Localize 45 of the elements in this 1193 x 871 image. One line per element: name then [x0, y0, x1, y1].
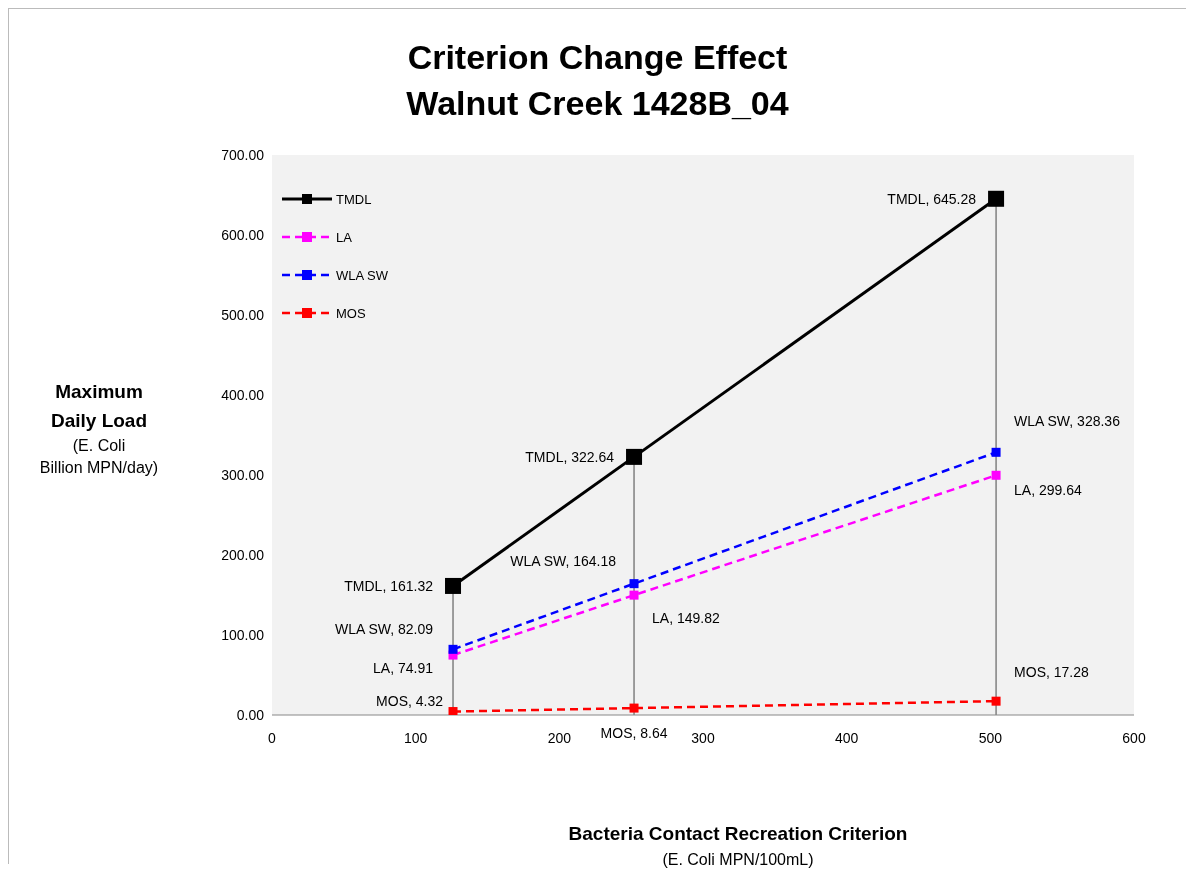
y-tick-label: 700.00: [221, 146, 265, 163]
point: [448, 707, 458, 715]
chart-title: Criterion Change Effect Walnut Creek 1428B_04: [405, 37, 790, 124]
point: [448, 644, 458, 654]
point: [629, 579, 639, 589]
data-label: MOS, 17.28: [1014, 664, 1089, 681]
y-tick-label: 400.00: [221, 386, 265, 403]
x-tick-label: 300: [691, 729, 715, 746]
y-axis-title: Maximum Daily Load (E. Coli Billion MPN/day): [38, 380, 160, 478]
x-tick-label: 500: [978, 729, 1003, 746]
point: [988, 190, 1005, 207]
data-label: WLA SW, 82.09: [334, 621, 434, 638]
data-label: MOS, 4.32: [376, 692, 444, 709]
y-tick-label: 300.00: [221, 466, 265, 483]
point: [991, 447, 1001, 457]
legend-label: LA: [336, 229, 352, 245]
data-label: LA, 74.91: [373, 660, 434, 677]
x-axis-title: Bacteria Contact Recreation Criterion (E. Coli MPN/100mL): [567, 822, 909, 870]
point: [626, 448, 643, 465]
data-label: TMDL, 322.64: [525, 448, 615, 465]
legend-label: MOS: [336, 305, 366, 321]
y-tick-label: 100.00: [221, 626, 265, 643]
legend-label: WLA SW: [336, 267, 389, 283]
data-label: TMDL, 645.28: [887, 190, 977, 207]
data-label: WLA SW, 164.18: [510, 552, 617, 569]
y-tick-label: 600.00: [221, 226, 265, 243]
data-label: MOS, 8.64: [600, 725, 668, 742]
data-label: TMDL, 161.32: [344, 577, 434, 594]
point: [629, 703, 639, 713]
point: [445, 577, 462, 594]
x-tick-label: 400: [834, 729, 859, 746]
point: [629, 590, 639, 600]
x-tick-label: 0: [268, 729, 277, 746]
y-tick-label: 500.00: [221, 306, 265, 323]
x-tick-label: 100: [403, 729, 428, 746]
point: [991, 696, 1001, 706]
legend-label: TMDL: [336, 191, 372, 207]
x-tick-label: 600: [1122, 729, 1146, 746]
x-tick-label: 200: [547, 729, 572, 746]
y-tick-label: 200.00: [221, 546, 265, 563]
y-tick-label: 0.00: [236, 706, 265, 723]
data-label: LA, 149.82: [652, 610, 720, 627]
point: [991, 470, 1001, 480]
data-label: LA, 299.64: [1014, 482, 1083, 499]
data-label: WLA SW, 328.36: [1014, 413, 1121, 430]
